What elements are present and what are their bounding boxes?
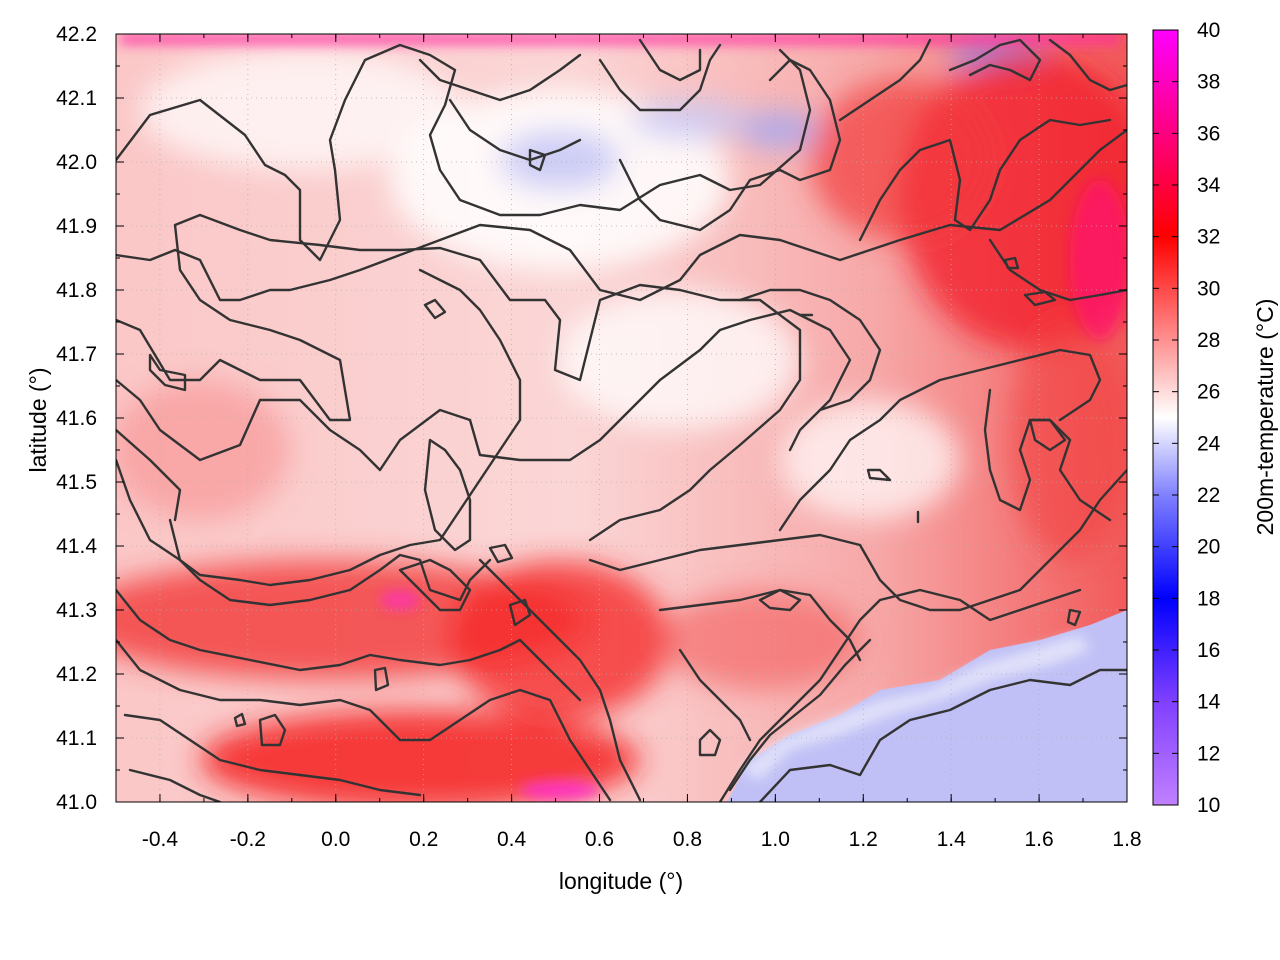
x-tick-label: 0.2 — [409, 828, 438, 851]
y-tick-label: 41.2 — [56, 663, 97, 686]
contour-line — [418, 53, 582, 102]
contour-line — [858, 118, 1112, 242]
contour-line — [1048, 38, 1127, 92]
colorbar-tick-label: 38 — [1197, 71, 1220, 94]
contour-line — [778, 348, 1102, 532]
colorbar-tick-label: 26 — [1197, 381, 1220, 404]
y-tick-label: 41.9 — [56, 215, 97, 238]
x-tick-label: -0.2 — [230, 828, 266, 851]
contour-line — [948, 38, 1042, 82]
contour-line — [233, 712, 247, 728]
contour-line — [373, 666, 390, 692]
contour-line — [618, 58, 842, 232]
contour-line — [758, 588, 802, 612]
contour-line — [838, 38, 932, 122]
contour-line — [528, 148, 547, 172]
contour-line — [258, 713, 287, 747]
y-tick-label: 41.0 — [56, 791, 97, 814]
colorbar-axis: 10 12 14 16 18 20 22 24 26 28 30 32 34 36 38 40 — [1153, 19, 1221, 817]
contour-line — [398, 558, 472, 612]
x-tick-label: -0.4 — [142, 828, 179, 851]
x-tick-label: 1.2 — [849, 828, 878, 851]
contour-line — [866, 468, 892, 482]
contour-line — [116, 458, 492, 607]
y-tick-label: 42.2 — [56, 23, 97, 46]
contour-line — [658, 588, 862, 662]
contour-line — [488, 543, 514, 564]
contour-line — [116, 213, 802, 542]
contour-line — [116, 43, 812, 262]
heatmap-field — [116, 34, 1127, 802]
contour-line — [983, 388, 1112, 522]
y-tick-label: 41.3 — [56, 599, 97, 622]
y-axis-title: latitude (°) — [25, 367, 51, 472]
contour-line — [116, 588, 582, 702]
contour-line — [116, 308, 852, 472]
x-axis: -0.4 -0.2 0.0 0.2 0.4 0.6 0.8 1.0 1.2 1.4 1.6 1.8 — [115, 34, 1142, 851]
contour-line — [638, 38, 702, 82]
contour-line — [448, 98, 582, 162]
contour-line — [588, 468, 1127, 612]
y-tick-label: 41.6 — [56, 407, 97, 430]
contour-line — [168, 268, 522, 587]
x-tick-label: 1.4 — [937, 828, 967, 851]
x-tick-label: 1.6 — [1024, 828, 1053, 851]
x-tick-label: 0.8 — [673, 828, 702, 851]
contour-line — [678, 648, 752, 742]
contour-line — [508, 598, 532, 627]
contour-line — [598, 43, 722, 112]
x-tick-label: 0.0 — [321, 828, 350, 851]
colorbar-tick-label: 14 — [1197, 691, 1221, 714]
y-tick-label: 42.1 — [56, 87, 97, 110]
colorbar-tick-label: 16 — [1197, 639, 1220, 662]
y-axis: 41.0 41.1 41.2 41.3 41.4 41.5 41.6 41.7 41.8 41.9… — [56, 23, 1127, 814]
x-tick-label: 0.4 — [497, 828, 527, 851]
colorbar-tick-label: 28 — [1197, 329, 1220, 352]
contour-line — [728, 638, 872, 792]
x-axis-title: longitude (°) — [559, 868, 683, 894]
contour-line — [718, 588, 1082, 802]
y-tick-label: 42.0 — [56, 151, 97, 174]
contour-line — [698, 728, 722, 757]
colorbar-tick-label: 24 — [1197, 432, 1221, 455]
contour-line — [1003, 256, 1020, 270]
grid-lines — [116, 34, 1127, 802]
contour-line — [116, 638, 612, 802]
contour-line — [148, 353, 187, 392]
contour-line — [123, 713, 422, 797]
colorbar-tick-label: 22 — [1197, 484, 1220, 507]
contour-line — [423, 438, 472, 552]
colorbar-title: 200m-temperature (°C) — [1252, 299, 1278, 536]
contour-lines — [116, 38, 1127, 802]
colorbar-tick-label: 34 — [1197, 174, 1221, 197]
x-tick-label: 1.0 — [761, 828, 790, 851]
contour-line — [1023, 290, 1057, 307]
y-tick-label: 41.5 — [56, 471, 97, 494]
contour-line — [478, 558, 642, 802]
contour-line — [738, 288, 882, 412]
colorbar-tick-label: 20 — [1197, 536, 1220, 559]
colorbar-tick-label: 18 — [1197, 587, 1220, 610]
colorbar-tick-label: 40 — [1197, 19, 1220, 42]
contour-line — [423, 298, 447, 320]
colorbar — [1152, 29, 1179, 806]
contour-line — [758, 668, 1127, 802]
contour-line — [1066, 608, 1082, 627]
colorbar-tick-label: 30 — [1197, 277, 1220, 300]
colorbar-tick-label: 10 — [1197, 794, 1220, 817]
colorbar-tick-label: 12 — [1197, 742, 1220, 765]
contour-line — [128, 768, 222, 802]
y-tick-label: 41.7 — [56, 343, 97, 366]
contour-line — [1028, 418, 1067, 452]
y-tick-label: 41.1 — [56, 727, 97, 750]
contour-line — [116, 428, 182, 522]
y-tick-label: 41.4 — [56, 535, 97, 558]
contour-line — [116, 128, 1127, 302]
colorbar-tick-label: 32 — [1197, 226, 1220, 249]
y-tick-label: 41.8 — [56, 279, 97, 302]
x-tick-label: 0.6 — [585, 828, 614, 851]
x-tick-label: 1.8 — [1112, 828, 1141, 851]
colorbar-tick-label: 36 — [1197, 122, 1220, 145]
